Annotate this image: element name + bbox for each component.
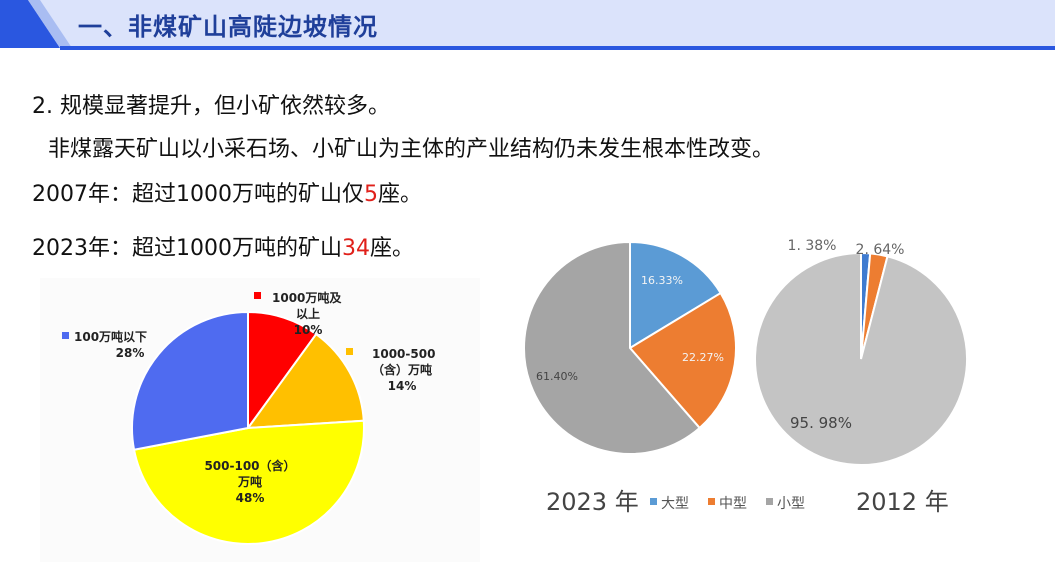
scale-pie-label-0-0: 1000万吨及 (272, 290, 342, 305)
scale-pie-label-3-1: 28% (116, 346, 145, 360)
pie-2023-slice-0 (629, 240, 723, 350)
pie-2012-caption: 2012 年 (856, 488, 949, 516)
legend-label-1: 中型 (719, 496, 747, 512)
stat-2007-prefix: 2007年：超过1000万吨的矿山仅 (32, 182, 364, 207)
stat-2023-suffix: 座。 (369, 236, 414, 261)
scale-legend-swatch-0 (254, 292, 261, 299)
pie-2012-label-2: 95. 98% (790, 414, 852, 432)
scale-legend-swatch-1 (346, 348, 353, 355)
pie-2012-slice-2 (754, 251, 968, 466)
section-title: 一、非煤矿山高陡边坡情况 (78, 13, 378, 41)
structure-statement: 非煤露天矿山以小采石场、小矿山为主体的产业结构仍未发生根本性改变。 (48, 137, 775, 162)
scale-pie-label-2-0: 500-100（含） (204, 458, 295, 473)
scale-pie-label-1-2: 14% (388, 379, 417, 393)
scale-pie-label-2-1: 万吨 (237, 474, 262, 489)
scale-pie-label-1-0: 1000-500 (372, 347, 435, 361)
scale-legend-swatch-3 (62, 332, 69, 339)
header-band (0, 0, 1055, 50)
stat-2023-value: 34 (341, 236, 370, 261)
section-header: 一、非煤矿山高陡边坡情况 (0, 0, 1055, 52)
stat-2007: 2007年：超过1000万吨的矿山仅5座。 (32, 176, 422, 208)
scale-pie-label-2-2: 48% (236, 491, 265, 505)
scale-pie-slice-2 (132, 419, 365, 545)
legend-swatch-0 (650, 498, 657, 505)
stat-2023-prefix: 2023年：超过1000万吨的矿山 (32, 236, 342, 261)
pie-2023-caption: 2023 年 (546, 488, 639, 516)
scale-pie-label-1-1: （含）万吨 (372, 362, 432, 377)
pie-2012-label-0: 1. 38% (788, 238, 837, 254)
pie-2023-label-2: 61.40% (536, 370, 578, 383)
pie-2023-label-1: 22.27% (682, 351, 724, 364)
pie-2012-label-1: 2. 64% (856, 242, 905, 258)
legend-swatch-2 (766, 498, 773, 505)
legend-label-2: 小型 (777, 496, 805, 512)
pie-2023-slice-2 (523, 240, 702, 455)
stat-2023: 2023年：超过1000万吨的矿山34座。 (32, 230, 414, 262)
scale-pie-label-0-1: 以上 (296, 306, 320, 321)
scale-pie-label-0-2: 10% (294, 323, 323, 337)
size-comparison-pie-charts: 16.33% 22.27% 61.40% 2023 年 1. 38% 2. 64% 95. … (523, 238, 968, 516)
scale-pie-slice-0 (247, 310, 318, 432)
legend-label-0: 大型 (661, 496, 689, 512)
point-heading: 2. 规模显著提升，但小矿依然较多。 (32, 94, 390, 119)
pie-2023-label-0: 16.33% (641, 274, 683, 287)
stat-2007-suffix: 座。 (377, 182, 422, 207)
stat-2007-value: 5 (363, 182, 378, 207)
pie-2023-slice-1 (628, 291, 737, 430)
legend-swatch-1 (708, 498, 715, 505)
scale-pie-slice-3 (131, 310, 249, 451)
scale-pie-label-3-0: 100万吨以下 (74, 329, 147, 344)
scale-pie-slice-1 (245, 332, 365, 430)
